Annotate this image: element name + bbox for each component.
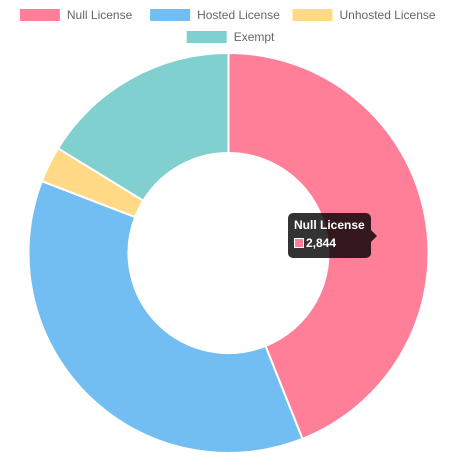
legend-swatch-hosted-license <box>150 9 191 21</box>
legend-label-null-license: Null License <box>67 8 133 22</box>
tooltip-value: 2,844 <box>306 236 337 250</box>
legend-swatch-unhosted-license <box>292 9 333 21</box>
legend-swatch-exempt <box>186 31 227 43</box>
legend-item-unhosted-license[interactable]: Unhosted License <box>292 8 436 22</box>
legend-swatch-null-license <box>19 9 60 21</box>
tooltip-title: Null License <box>294 218 365 232</box>
tooltip: Null License 2,844 <box>288 213 377 258</box>
legend-item-exempt[interactable]: Exempt <box>186 30 275 44</box>
legend: Null License Hosted License Unhosted Licen… <box>19 8 436 44</box>
legend-label-exempt: Exempt <box>234 30 275 44</box>
legend-item-hosted-license[interactable]: Hosted License <box>150 8 280 22</box>
slice-hosted-license[interactable] <box>27 179 304 454</box>
legend-label-hosted-license: Hosted License <box>197 8 280 22</box>
legend-item-null-license[interactable]: Null License <box>19 8 133 22</box>
slice-exempt[interactable] <box>56 51 230 203</box>
legend-label-unhosted-license: Unhosted License <box>340 8 436 22</box>
tooltip-color-swatch <box>294 238 304 248</box>
